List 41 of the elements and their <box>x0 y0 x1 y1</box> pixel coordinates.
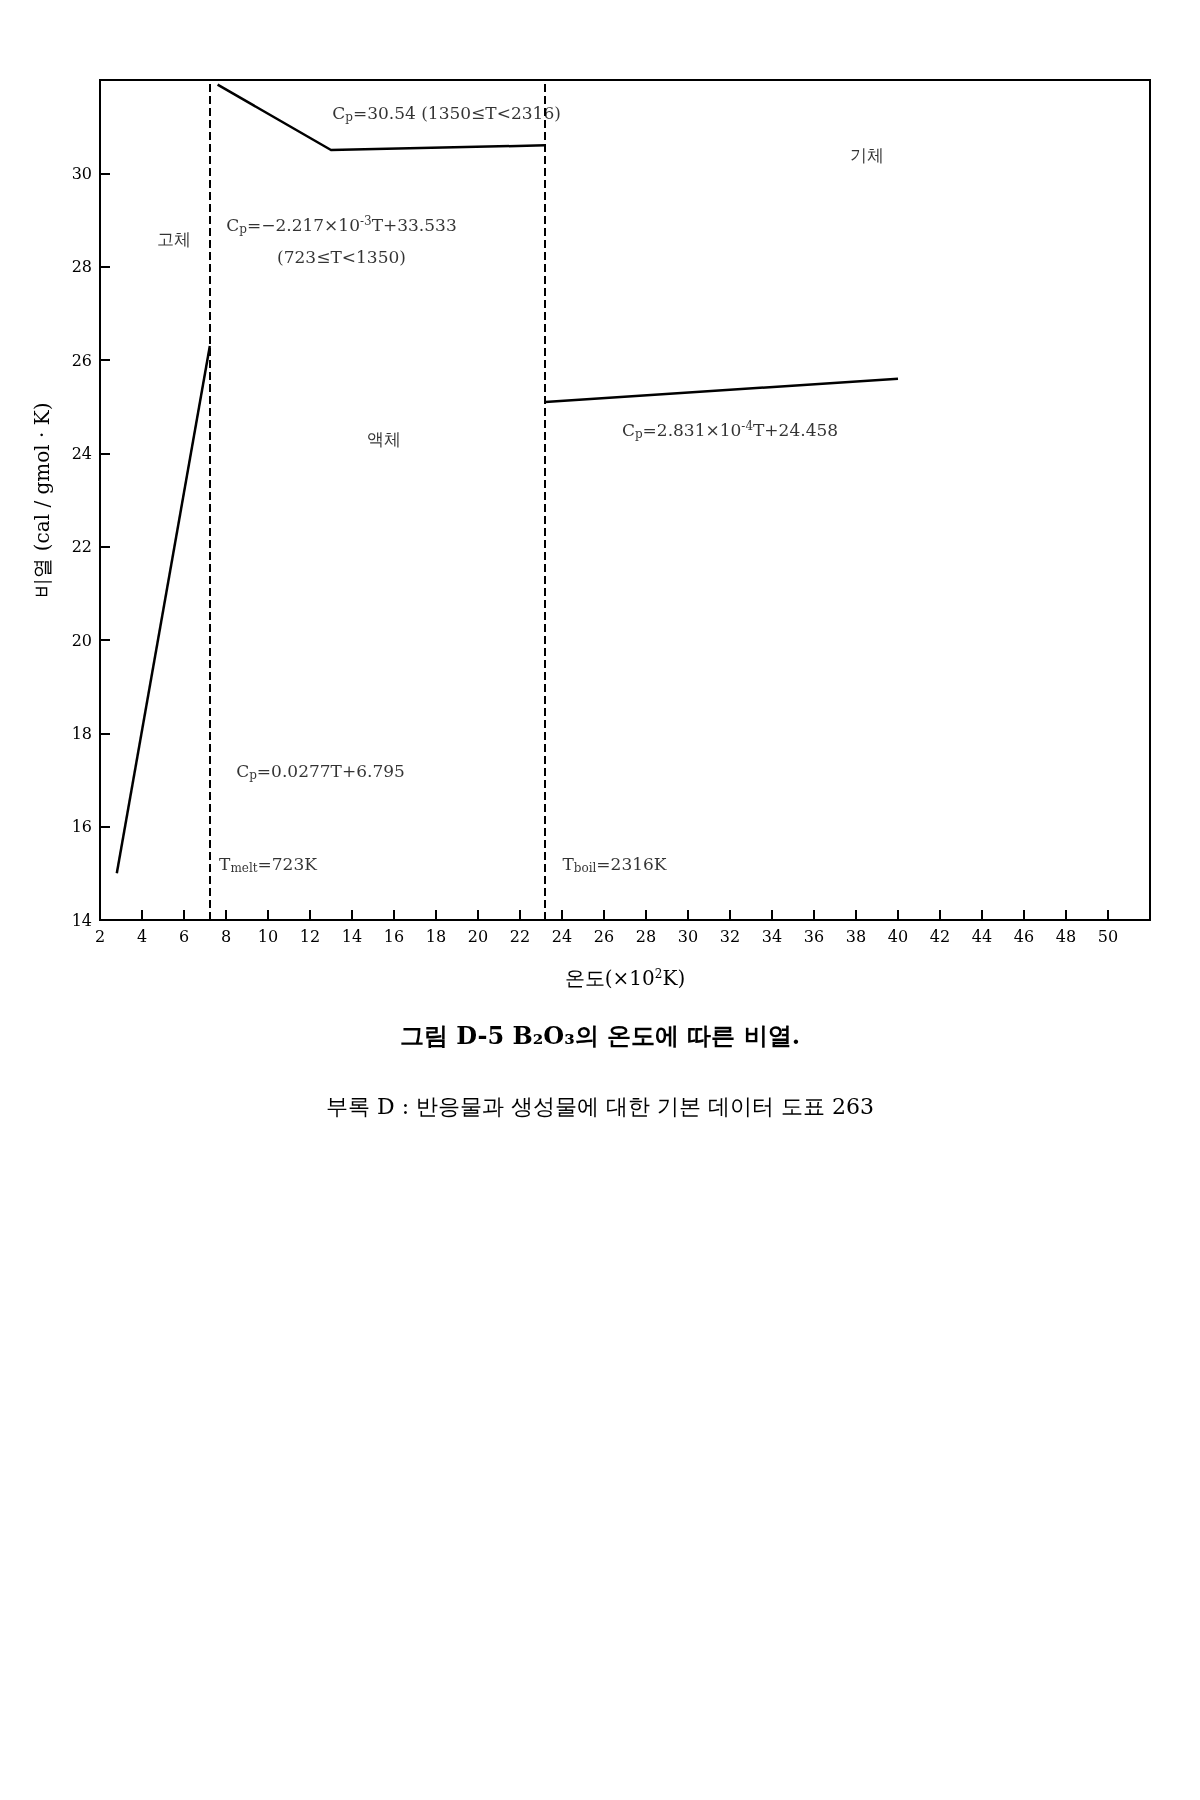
x-tick-label: 6 <box>178 926 190 946</box>
x-tick-label: 8 <box>220 926 232 946</box>
y-tick-label: 30 <box>71 163 92 183</box>
x-tick-label: 16 <box>383 926 405 946</box>
y-tick-label: 18 <box>71 723 92 743</box>
y-tick-label: 14 <box>71 910 92 930</box>
x-tick-label: 24 <box>551 926 573 946</box>
x-tick-label: 50 <box>1097 926 1119 946</box>
x-tick-label: 40 <box>887 926 909 946</box>
x-tick-label: 44 <box>971 926 993 946</box>
x-tick-label: 46 <box>1013 926 1035 946</box>
x-tick-label: 18 <box>425 926 447 946</box>
x-tick-label: 30 <box>677 926 699 946</box>
x-tick-label: 48 <box>1055 926 1077 946</box>
x-tick-label: 20 <box>467 926 489 946</box>
x-tick-label: 32 <box>719 926 741 946</box>
y-tick-label: 28 <box>71 257 92 277</box>
y-tick-label: 20 <box>71 630 92 650</box>
y-tick-label: 24 <box>71 443 92 463</box>
y-tick-label: 26 <box>71 350 92 370</box>
x-tick-label: 38 <box>845 926 867 946</box>
x-tick-label: 28 <box>635 926 657 946</box>
x-tick-label: 22 <box>509 926 531 946</box>
annotation: 고체 <box>156 228 191 249</box>
y-tick-label: 16 <box>71 817 92 837</box>
x-tick-label: 10 <box>257 926 279 946</box>
x-tick-label: 4 <box>136 926 148 946</box>
annotation: 기체 <box>849 144 884 165</box>
text: 그림 D-5 B₂O₃의 온도에 따른 비열. <box>398 1020 802 1052</box>
x-tick-label: 12 <box>299 926 321 946</box>
text: 부록 D : 반응물과 생성물에 대한 기본 데이터 도표 263 <box>325 1093 875 1121</box>
x-tick-label: 36 <box>803 926 825 946</box>
x-tick-label: 42 <box>929 926 951 946</box>
annotation: 액체 <box>366 429 401 450</box>
annotation: (723≤T<1350) <box>277 247 406 268</box>
y-tick-label: 22 <box>71 537 92 557</box>
y-axis-title: 비열 (cal / gmol · K) <box>30 402 54 598</box>
x-tick-label: 14 <box>341 926 363 946</box>
x-tick-label: 2 <box>94 926 106 946</box>
x-tick-label: 26 <box>593 926 615 946</box>
x-tick-label: 34 <box>761 926 783 946</box>
